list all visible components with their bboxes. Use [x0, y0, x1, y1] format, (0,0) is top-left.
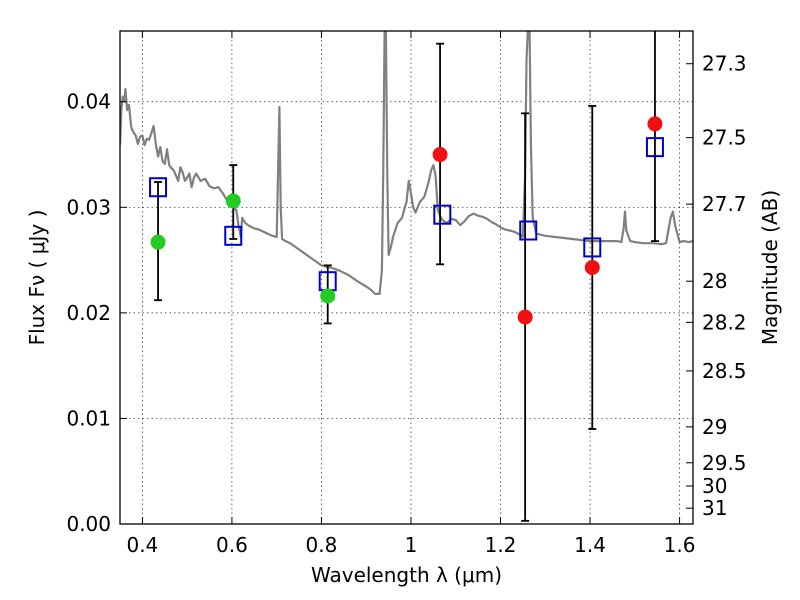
x-tick-label: 1.4: [574, 533, 606, 557]
x-tick-label: 1: [405, 533, 418, 557]
model-square-point: [519, 220, 538, 241]
right-tick-label: 27.3: [702, 52, 747, 76]
right-tick-label: 28: [702, 269, 727, 293]
model-square-point: [224, 225, 243, 246]
observed-point: [320, 288, 336, 304]
right-axis-label: Magnitude (AB): [758, 190, 782, 345]
observed-point: [150, 234, 166, 250]
right-tick-label: 31: [702, 496, 727, 520]
right-tick-label: 29: [702, 415, 727, 439]
x-axis-label: Wavelength λ (μm): [311, 563, 502, 587]
observed-point: [517, 309, 533, 325]
model-square-point: [433, 204, 452, 225]
spectrum-line: [120, 31, 693, 295]
right-tick-label: 27.5: [702, 126, 747, 150]
x-tick-label: 1.6: [664, 533, 696, 557]
x-tick-label: 0.8: [306, 533, 338, 557]
plot-frame: [119, 30, 694, 525]
y-tick-label: 0.02: [66, 301, 111, 325]
y-tick-label: 0.00: [66, 512, 111, 536]
y-axis-label: Flux Fν ( μJy ): [25, 210, 49, 346]
right-tick-label: 29.5: [702, 451, 747, 475]
y-tick-label: 0.04: [66, 90, 111, 114]
observed-point: [225, 193, 241, 209]
x-tick-label: 0.6: [216, 533, 248, 557]
observed-point: [584, 259, 600, 275]
x-tick-label: 1.2: [485, 533, 517, 557]
y-tick-label: 0.01: [66, 406, 111, 430]
right-tick-label: 27.7: [702, 192, 747, 216]
x-tick-label: 0.4: [126, 533, 158, 557]
model-square-point: [645, 137, 664, 158]
model-square-point: [583, 237, 602, 258]
observed-point: [432, 147, 448, 163]
right-tick-label: 30: [702, 474, 727, 498]
observed-point: [647, 116, 663, 132]
model-square-point: [149, 177, 168, 198]
plot-area: [120, 31, 693, 522]
right-tick-label: 28.2: [702, 310, 747, 334]
y-tick-label: 0.03: [66, 195, 111, 219]
right-tick-label: 28.5: [702, 359, 747, 383]
